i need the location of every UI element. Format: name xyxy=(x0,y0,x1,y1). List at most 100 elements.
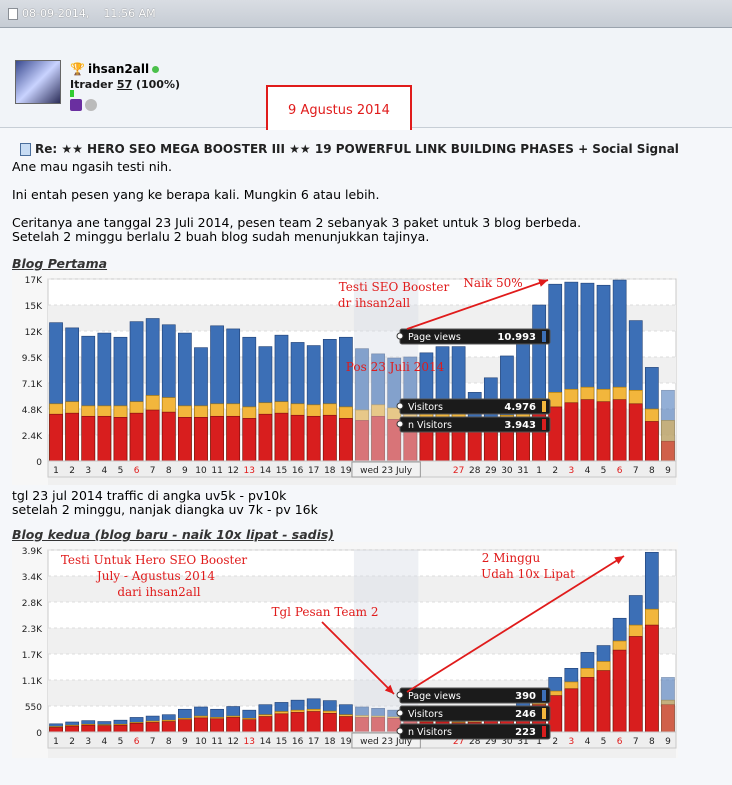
skype-icon[interactable] xyxy=(85,99,97,111)
bar-new-visitors xyxy=(49,727,63,733)
tooltip-swatch xyxy=(542,419,546,430)
x-tick-label: 4 xyxy=(585,466,591,476)
x-tick-label: 13 xyxy=(244,737,255,747)
x-tick-label: 15 xyxy=(276,466,287,476)
trophy-icon: 🏆 xyxy=(70,62,85,76)
tooltip-swatch xyxy=(542,401,546,412)
tooltip-label: Page views xyxy=(408,332,461,343)
bar-new-visitors xyxy=(113,724,128,733)
blog1-note-2: setelah 2 minggu, nanjak diangka uv 7k -… xyxy=(12,502,318,517)
y-tick-label: 17K xyxy=(25,276,43,286)
bar-new-visitors xyxy=(322,713,337,733)
x-tick-label: 1 xyxy=(53,466,59,476)
bar-new-visitors xyxy=(612,649,627,733)
bar-new-visitors xyxy=(129,723,144,733)
yahoo-icon[interactable] xyxy=(70,99,82,111)
x-tick-label: 5 xyxy=(601,737,607,747)
x-tick-label: 9 xyxy=(665,737,671,747)
bar-new-visitors xyxy=(548,406,563,462)
x-tick-label: 5 xyxy=(118,466,124,476)
paragraph-2: Ini entah pesen yang ke berapa kali. Mun… xyxy=(12,187,380,202)
bar-new-visitors xyxy=(242,719,257,733)
itrader-count-link[interactable]: 57 xyxy=(116,78,133,91)
y-tick-label: 9.5K xyxy=(22,354,43,364)
bar-new-visitors xyxy=(644,624,659,733)
bar-new-visitors xyxy=(65,725,80,733)
annotation-arrow xyxy=(406,279,549,330)
post-title: Re: ★★ HERO SEO MEGA BOOSTER III ★★ 19 P… xyxy=(20,142,720,156)
post-date: 08-09-2014, xyxy=(22,7,90,20)
bar-new-visitors xyxy=(49,413,63,462)
annotation-text: Tgl Pesan Team 2 xyxy=(272,605,379,619)
user-info-bar: 🏆 ihsan2all Itrader 57 (100%) 9 Agustus 2… xyxy=(0,28,732,135)
x-tick-label: 27 xyxy=(453,466,464,476)
x-tick-label: 31 xyxy=(517,737,528,747)
x-tick-label: 30 xyxy=(501,466,513,476)
x-tick-label: 3 xyxy=(85,466,91,476)
annotation-text: dari ihsan2all xyxy=(117,585,200,599)
bar-new-visitors xyxy=(274,412,289,462)
y-tick-label: 12K xyxy=(25,328,43,338)
y-tick-label: 0 xyxy=(36,458,42,468)
annotation-text: Testi Untuk Hero SEO Booster xyxy=(61,553,248,567)
x-tick-label: 1 xyxy=(53,737,59,747)
bar-new-visitors xyxy=(290,414,305,462)
annotation-text: July - Agustus 2014 xyxy=(95,569,216,583)
x-tick-label: 3 xyxy=(568,737,574,747)
post-time: 11:56 AM xyxy=(103,7,156,20)
bar-new-visitors xyxy=(129,412,144,462)
tooltip-marker xyxy=(396,420,404,428)
x-tick-label: 15 xyxy=(276,737,287,747)
bar-new-visitors xyxy=(226,717,241,733)
x-tick-label: 16 xyxy=(292,466,304,476)
blog1-chart: 17K 15K 12K 9.5K 7.1K 4.8K 2.4K 0 1 2 3 4 5 6 7 8 9 10 11 1… xyxy=(12,271,678,485)
bar-new-visitors xyxy=(483,429,498,462)
x-tick-label: 27 xyxy=(453,737,464,747)
bar-new-visitors xyxy=(81,724,96,733)
avatar[interactable] xyxy=(15,60,61,104)
annotation-text: Testi SEO Booster xyxy=(339,280,450,294)
x-tick-label: 28 xyxy=(469,466,481,476)
y-tick-label: 3.4K xyxy=(22,573,43,583)
x-tick-label: 17 xyxy=(308,737,319,747)
x-tick-label: 6 xyxy=(134,737,140,747)
x-tick-label: 14 xyxy=(260,466,272,476)
hover-highlight xyxy=(353,550,419,732)
x-tick-label: 14 xyxy=(260,737,272,747)
y-tick-label: 2.8K xyxy=(22,599,43,609)
bar-new-visitors xyxy=(145,722,160,733)
tooltip-swatch xyxy=(542,690,546,701)
tooltip-label: n Visitors xyxy=(408,420,452,431)
bar-new-visitors xyxy=(178,719,192,733)
tooltip-value: 390 xyxy=(515,691,536,702)
x-tick-label: 9 xyxy=(665,466,671,476)
bar-new-visitors xyxy=(596,670,611,733)
bar-new-visitors xyxy=(210,718,224,733)
x-tick-label: 3 xyxy=(85,737,91,747)
bar-new-visitors xyxy=(274,713,289,733)
social-icons xyxy=(70,99,97,111)
bar-new-visitors xyxy=(628,403,643,462)
bar-new-visitors xyxy=(65,412,80,462)
x-tick-label: 7 xyxy=(633,466,639,476)
x-tick-label: 1 xyxy=(536,737,542,747)
bar-new-visitors xyxy=(564,402,579,462)
x-tick-label: 18 xyxy=(324,466,336,476)
username[interactable]: 🏆 ihsan2all xyxy=(70,62,160,76)
x-tick-label: 4 xyxy=(585,737,591,747)
x-tick-label: 7 xyxy=(150,737,156,747)
bar-new-visitors xyxy=(644,421,659,462)
x-tick-label: 13 xyxy=(244,466,255,476)
annotation-text: Naik 50% xyxy=(463,276,522,290)
x-tick-label: 29 xyxy=(485,737,497,747)
bar-new-visitors xyxy=(467,429,482,462)
tooltip-value: 10.993 xyxy=(497,332,536,343)
y-tick-label: 0 xyxy=(36,729,42,739)
annotation-text: Pos 23 Juli 2014 xyxy=(346,360,445,374)
bar-new-visitors xyxy=(178,417,192,462)
y-tick-label: 2.4K xyxy=(22,432,43,442)
x-tick-label: 11 xyxy=(211,466,222,476)
annotation-arrow xyxy=(406,555,625,693)
bar-new-visitors xyxy=(258,716,273,733)
